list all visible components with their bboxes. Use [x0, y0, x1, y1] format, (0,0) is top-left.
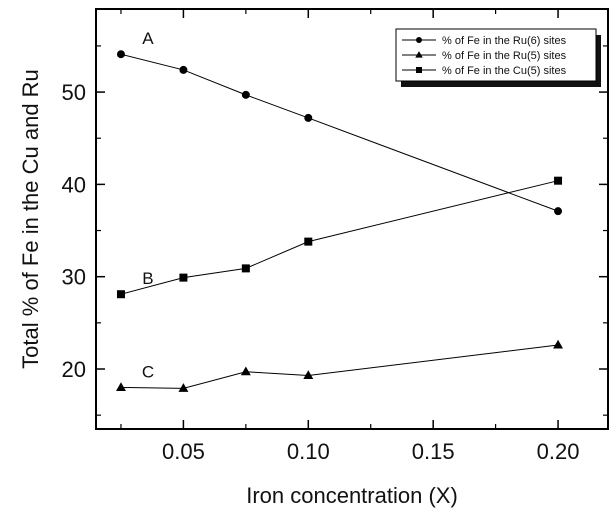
data-point-square	[116, 290, 125, 299]
data-point-triangle	[116, 382, 126, 391]
y-tick-label: 30	[62, 265, 86, 290]
legend-marker-square	[416, 67, 422, 73]
series-lines	[120, 53, 559, 389]
data-point-circle	[554, 207, 563, 216]
data-point-square	[179, 273, 188, 282]
data-point-circle	[179, 65, 188, 74]
x-tick-label: 0.20	[537, 439, 580, 464]
x-axis-title: Iron concentration (X)	[246, 483, 458, 508]
legend-label: % of Fe in the Cu(5) sites	[442, 65, 567, 77]
series-letter-labels: A C B	[142, 29, 154, 381]
series-label-A: A	[142, 29, 154, 48]
legend-label: % of Fe in the Ru(6) sites	[442, 35, 567, 47]
y-tick-labels: 20 30 40 50	[62, 80, 86, 382]
axis-ticks	[96, 9, 608, 429]
x-tick-label: 0.15	[412, 439, 455, 464]
data-point-square	[304, 237, 313, 246]
plot-frame	[95, 8, 609, 430]
data-point-triangle	[178, 383, 189, 392]
legend-items: % of Fe in the Ru(6) sites % of Fe in the…	[402, 35, 567, 77]
data-point-triangle	[303, 370, 314, 379]
legend: % of Fe in the Ru(6) sites % of Fe in the…	[395, 28, 601, 87]
series-markers	[116, 50, 564, 392]
legend-marker-circle	[416, 37, 422, 43]
y-tick-label: 50	[62, 80, 86, 105]
data-point-square	[554, 176, 563, 185]
data-point-square	[241, 264, 250, 273]
y-axis-title: Total % of Fe in the Cu and Ru	[18, 69, 43, 369]
x-tick-label: 0.10	[287, 439, 330, 464]
y-tick-label: 20	[62, 357, 86, 382]
data-point-circle	[116, 50, 125, 59]
y-tick-label: 40	[62, 172, 86, 197]
series-line-triangle	[120, 344, 559, 389]
data-point-triangle	[553, 339, 564, 349]
x-tick-label: 0.05	[162, 439, 205, 464]
series-label-C: C	[142, 362, 154, 381]
legend-label: % of Fe in the Ru(5) sites	[442, 50, 567, 62]
legend-marker-triangle	[415, 51, 423, 58]
data-point-circle	[241, 90, 250, 99]
data-point-triangle	[240, 366, 251, 376]
x-tick-labels: 0.05 0.10 0.15 0.20	[162, 439, 579, 464]
series-label-B: B	[142, 269, 153, 288]
data-point-circle	[304, 113, 313, 122]
